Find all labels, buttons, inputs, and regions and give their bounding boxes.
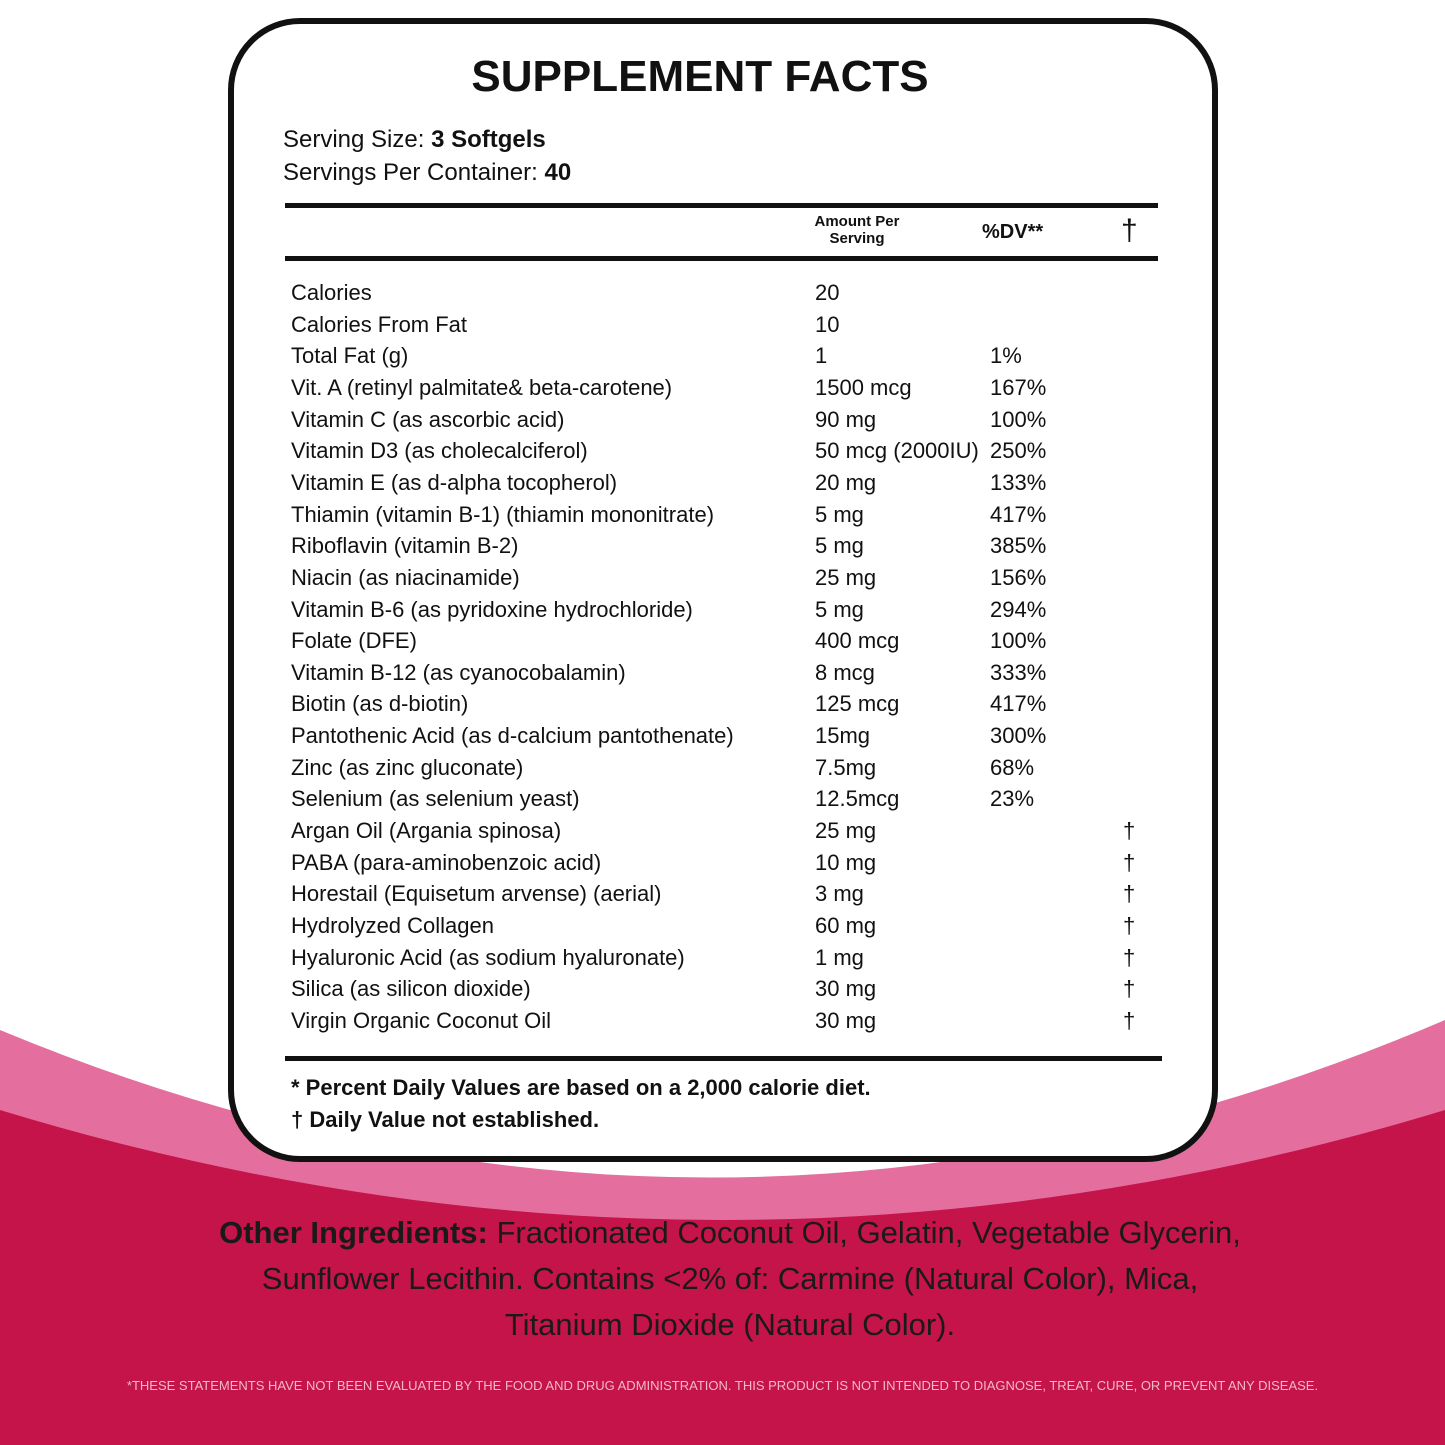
row-dv: 385% (990, 533, 1047, 559)
row-dv: 1% (990, 343, 1022, 369)
row-amount: 125 mcg (815, 691, 900, 717)
row-amount: 400 mcg (815, 628, 900, 654)
row-amount: 25 mg (815, 818, 877, 844)
row-mark: † (1123, 1007, 1136, 1033)
row-amount: 5 mg (815, 533, 864, 559)
value: 40 (544, 159, 572, 186)
label: Other Ingredients: (219, 1215, 488, 1250)
row-name: Argan Oil (Argania spinosa) (291, 818, 562, 844)
row-mark: † (1123, 881, 1136, 907)
row-dv: 417% (990, 691, 1047, 717)
row-name: Vitamin E (as d-alpha tocopherol) (291, 469, 618, 495)
row-amount: 10 mg (815, 849, 877, 875)
row-dv: 333% (990, 659, 1047, 685)
row-name: Pantothenic Acid (as d-calcium pantothen… (291, 723, 734, 749)
row-mark: † (1123, 944, 1136, 970)
servings-per-container: Servings Per Container: 40 (283, 159, 571, 187)
row-name: Riboflavin (vitamin B-2) (291, 533, 519, 559)
row-amount: 8 mcg (815, 659, 875, 685)
row-mark: † (1123, 976, 1136, 1002)
row-amount: 5 mg (815, 501, 864, 527)
footnote: † Daily Value not established. (291, 1107, 600, 1132)
row-name: Hyaluronic Acid (as sodium hyaluronate) (291, 944, 685, 970)
row-amount: 90 mg (815, 406, 877, 432)
dv-header: %DV** (982, 221, 1044, 243)
row-dv: 250% (990, 438, 1047, 464)
row-dv: 294% (990, 596, 1047, 622)
row-amount: 10 (815, 311, 840, 337)
row-dv: 23% (990, 786, 1035, 812)
row-dv: 68% (990, 754, 1035, 780)
row-dv: 156% (990, 564, 1047, 590)
row-mark: † (1123, 849, 1136, 875)
row-amount: 7.5mg (815, 754, 877, 780)
row-amount: 25 mg (815, 564, 877, 590)
rule (285, 203, 1158, 208)
row-amount: 5 mg (815, 596, 864, 622)
amount-header: Amount Per Serving (814, 213, 900, 247)
label: Serving Size: (283, 126, 425, 153)
row-dv: 133% (990, 469, 1047, 495)
row-amount: 1 mg (815, 944, 864, 970)
row-name: Vitamin B-6 (as pyridoxine hydrochloride… (291, 596, 693, 622)
row-name: Vit. A (retinyl palmitate& beta-carotene… (291, 374, 673, 400)
row-amount: 1500 mcg (815, 374, 912, 400)
value: 3 Softgels (431, 126, 546, 153)
row-amount: 20 mg (815, 469, 877, 495)
row-name: Folate (DFE) (291, 628, 417, 654)
row-name: Vitamin C (as ascorbic acid) (291, 406, 565, 432)
other-ingredients: Other Ingredients: Fractionated Coconut … (215, 1210, 1245, 1348)
rule (285, 1056, 1162, 1061)
row-name: Selenium (as selenium yeast) (291, 786, 580, 812)
row-name: Vitamin D3 (as cholecalciferol) (291, 438, 588, 464)
row-amount: 60 mg (815, 913, 877, 938)
row-amount: 30 mg (815, 1007, 877, 1033)
row-amount: 30 mg (815, 976, 877, 1002)
row-amount: 20 (815, 280, 840, 305)
rule (285, 256, 1158, 261)
row-dv: 167% (990, 374, 1047, 400)
serving-size: Serving Size: 3 Softgels (283, 126, 546, 154)
row-amount: 12.5mcg (815, 786, 900, 812)
row-name: Niacin (as niacinamide) (291, 564, 520, 590)
row-amount: 1 (815, 343, 828, 369)
row-name: Total Fat (g) (291, 343, 409, 369)
label: Servings Per Container: (283, 159, 538, 186)
row-amount: 3 mg (815, 881, 864, 907)
text: Fractionated Coconut Oil, Gelatin, Veget… (261, 1215, 1241, 1342)
row-amount: 50 mcg (2000IU) (815, 438, 979, 464)
row-name: Zinc (as zinc gluconate) (291, 754, 524, 780)
row-dv: 300% (990, 723, 1047, 749)
row-name: Calories From Fat (291, 311, 468, 337)
row-mark: † (1123, 913, 1136, 938)
row-amount: 15mg (815, 723, 871, 749)
row-name: Thiamin (vitamin B-1) (thiamin mononitra… (291, 501, 715, 527)
row-dv: 100% (990, 628, 1047, 654)
row-mark: † (1123, 818, 1136, 844)
row-name: Virgin Organic Coconut Oil (291, 1007, 552, 1033)
facts-panel (228, 18, 1218, 1162)
footnote: * Percent Daily Values are based on a 2,… (291, 1075, 871, 1100)
row-name: Silica (as silicon dioxide) (291, 976, 531, 1002)
title: SUPPLEMENT FACTS (471, 52, 929, 101)
row-name: Biotin (as d-biotin) (291, 691, 469, 717)
disclaimer: *THESE STATEMENTS HAVE NOT BEEN EVALUATE… (126, 1378, 1319, 1393)
row-name: Calories (291, 280, 372, 305)
row-name: Hydrolyzed Collagen (291, 913, 494, 938)
row-name: Vitamin B-12 (as cyanocobalamin) (291, 659, 626, 685)
row-dv: 417% (990, 501, 1047, 527)
mark-header: † (1121, 214, 1138, 247)
row-dv: 100% (990, 406, 1047, 432)
row-name: PABA (para-aminobenzoic acid) (291, 849, 602, 875)
row-name: Horestail (Equisetum arvense) (aerial) (291, 881, 662, 907)
